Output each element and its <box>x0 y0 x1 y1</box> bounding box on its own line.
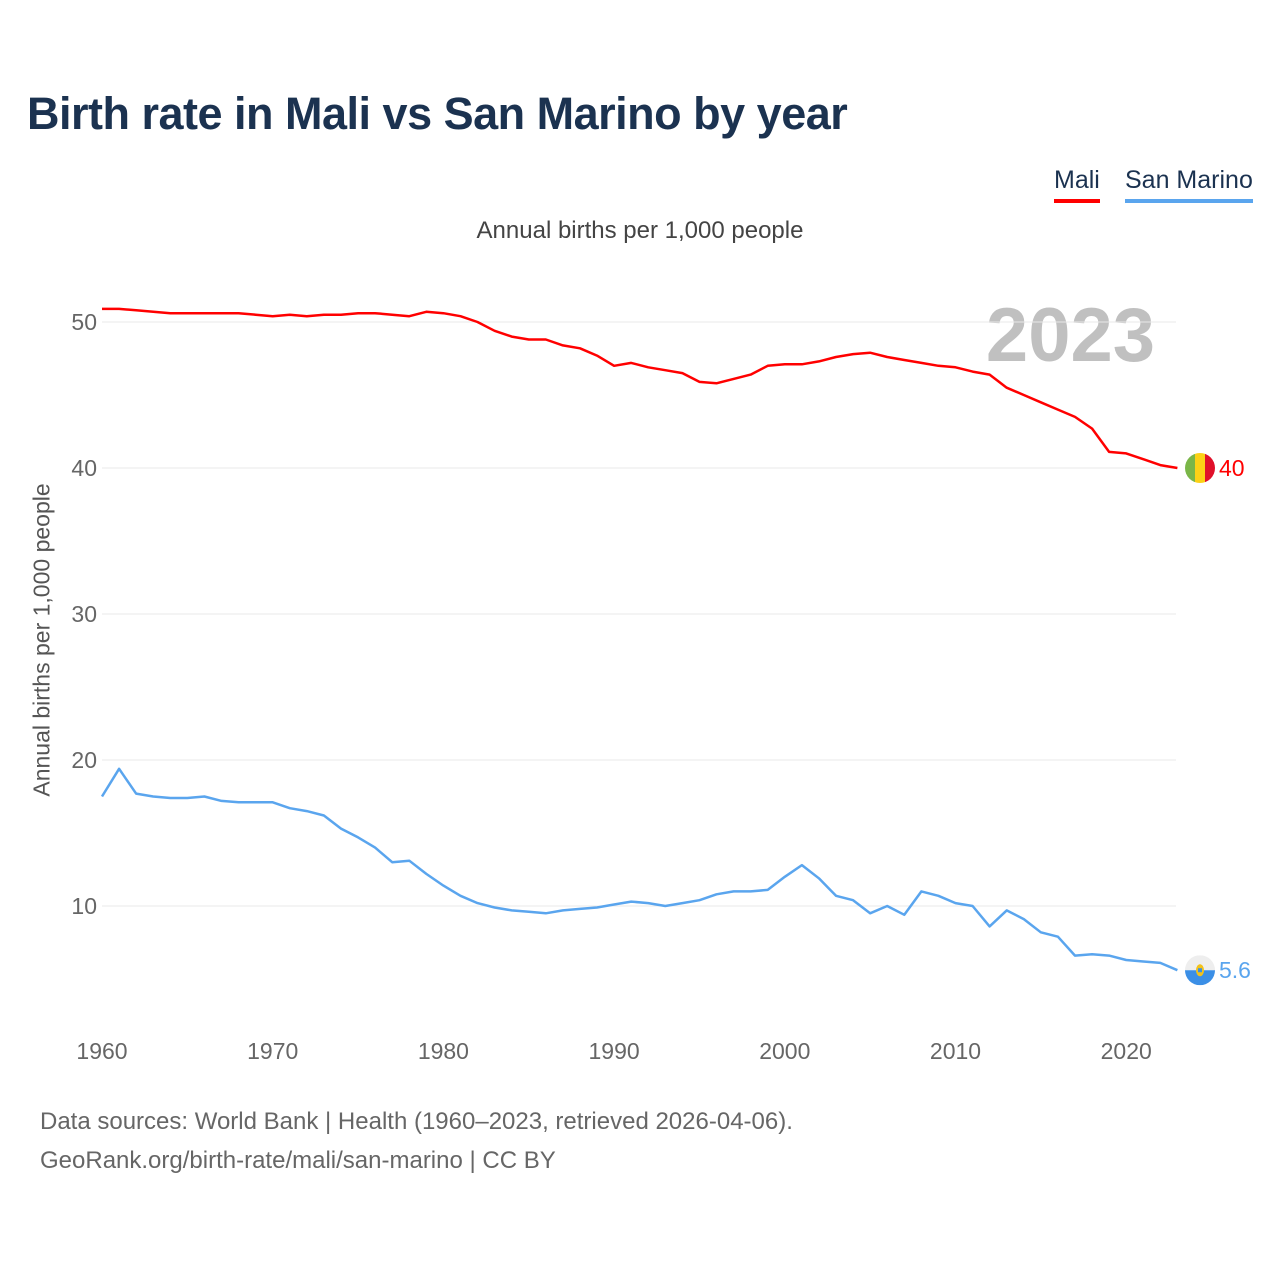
year-watermark: 2023 <box>986 293 1155 378</box>
mali-flag-icon <box>1185 453 1215 483</box>
chart-subtitle: Annual births per 1,000 people <box>476 217 804 244</box>
series-line-san-marino <box>100 767 1178 972</box>
y-tick-label: 50 <box>71 309 97 335</box>
legend-mali[interactable]: Mali <box>1054 166 1100 203</box>
y-tick-label: 10 <box>71 893 97 919</box>
credit-link[interactable]: GeoRank.org/birth-rate/mali/san-marino |… <box>40 1147 556 1174</box>
x-tick-label: 1980 <box>418 1038 469 1064</box>
x-tick-label: 1990 <box>589 1038 640 1064</box>
x-tick-label: 2010 <box>930 1038 981 1064</box>
y-tick-label: 30 <box>71 601 97 627</box>
x-tick-label: 1970 <box>247 1038 298 1064</box>
legend-san-marino[interactable]: San Marino <box>1125 166 1253 203</box>
y-tick-label: 40 <box>71 455 97 481</box>
san-marino-flag-icon <box>1185 955 1215 986</box>
x-tick-label: 2000 <box>759 1038 810 1064</box>
x-tick-label: 1960 <box>76 1038 127 1064</box>
series-line-mali <box>102 307 1178 470</box>
end-value-label: 40 <box>1219 455 1245 481</box>
data-source: Data sources: World Bank | Health (1960–… <box>40 1108 793 1135</box>
chart-title: Birth rate in Mali vs San Marino by year <box>27 88 848 139</box>
end-value-label: 5.6 <box>1219 957 1251 983</box>
y-tick-label: 20 <box>71 747 97 773</box>
x-tick-label: 2020 <box>1101 1038 1152 1064</box>
